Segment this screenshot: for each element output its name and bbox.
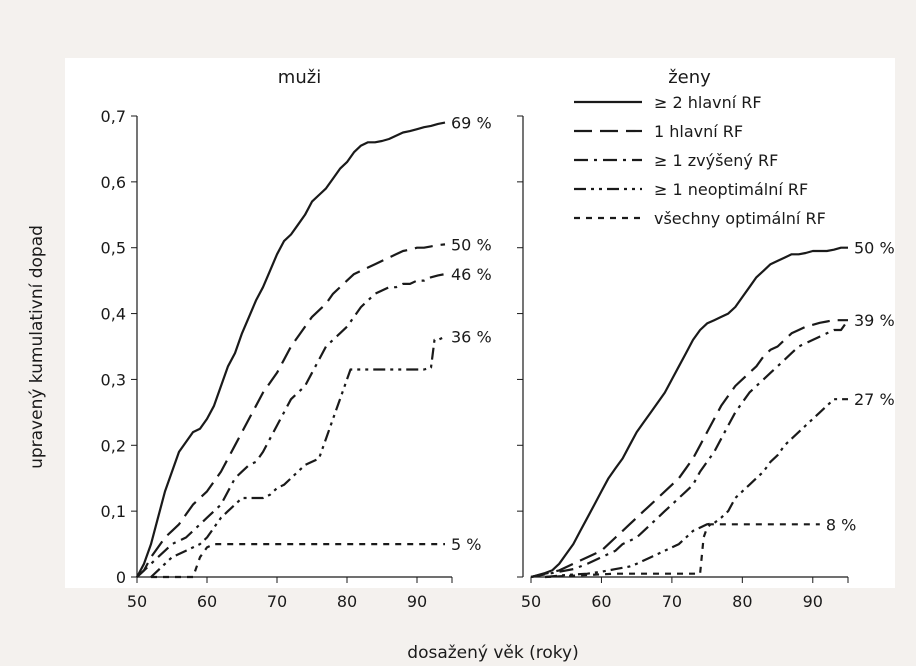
legend-label: všechny optimální RF (654, 209, 826, 228)
panel-title: muži (278, 67, 321, 88)
legend-label: 1 hlavní RF (654, 122, 743, 141)
series-line-dashdotdot (150, 335, 446, 578)
legend: ≥ 2 hlavní RF 1 hlavní RF ≥ 1 zvýšený RF ≥ … (574, 93, 826, 228)
series-end-label: 50 % (854, 239, 895, 258)
x-tick-label: 70 (662, 592, 682, 611)
y-tick-label: 0,6 (101, 173, 126, 192)
series-end-label: 8 % (826, 515, 856, 534)
series-line-dashdot (530, 319, 849, 579)
y-tick-label: 0,5 (101, 239, 126, 258)
series-end-label: 27 % (854, 390, 895, 409)
series-end-label: 46 % (451, 265, 492, 284)
y-tick-label: 0,1 (101, 502, 126, 521)
series-line-solid (530, 246, 848, 579)
panel-left: muži 50 60 70 80 90 0 0,1 0,2 0,3 0,4 0,5 0,6 0,7 69 %… (101, 67, 492, 611)
series-end-label: 69 % (451, 114, 492, 133)
y-tick-label: 0,7 (101, 107, 126, 126)
legend-item: ≥ 1 neoptimální RF (574, 180, 808, 199)
legend-item: ≥ 2 hlavní RF (574, 93, 762, 112)
x-tick-label: 50 (521, 592, 541, 611)
plot-background (65, 58, 895, 588)
legend-label: ≥ 1 zvýšený RF (654, 151, 778, 170)
series-line-shortdash (545, 523, 820, 579)
y-tick-label: 0,4 (101, 305, 126, 324)
series-line-dashdot (136, 273, 446, 578)
x-axis-title: dosažený věk (roky) (407, 643, 578, 663)
y-tick-label: 0 (116, 568, 126, 587)
series-line-longdash (136, 243, 446, 578)
x-tick-label: 80 (732, 592, 752, 611)
y-axis-title: upravený kumulativní dopad (27, 225, 47, 469)
legend-label: ≥ 1 neoptimální RF (654, 180, 808, 199)
x-tick-label: 80 (337, 592, 357, 611)
series-end-label: 5 % (451, 535, 481, 554)
x-tick-label: 60 (197, 592, 217, 611)
series-line-longdash (530, 319, 848, 579)
panel-right: ženy 50 60 70 80 90 50 % 39 % 27 % 8 % (517, 67, 895, 611)
y-tick-label: 0,2 (101, 436, 126, 455)
series-end-label: 39 % (854, 311, 895, 330)
legend-item: ≥ 1 zvýšený RF (574, 151, 778, 170)
legend-item: všechny optimální RF (574, 209, 826, 228)
series-line-solid (136, 121, 446, 578)
x-tick-label: 50 (127, 592, 147, 611)
series-line-shortdash (151, 543, 445, 579)
series-end-label: 36 % (451, 328, 492, 347)
x-tick-label: 60 (591, 592, 611, 611)
x-tick-label: 90 (407, 592, 427, 611)
series-end-label: 50 % (451, 235, 492, 254)
series-line-dashdotdot (544, 398, 848, 579)
legend-item: 1 hlavní RF (574, 122, 743, 141)
y-tick-label: 0,3 (101, 370, 126, 389)
x-tick-label: 90 (803, 592, 823, 611)
legend-label: ≥ 2 hlavní RF (654, 93, 762, 112)
x-tick-label: 70 (267, 592, 287, 611)
panel-title: ženy (668, 67, 711, 88)
